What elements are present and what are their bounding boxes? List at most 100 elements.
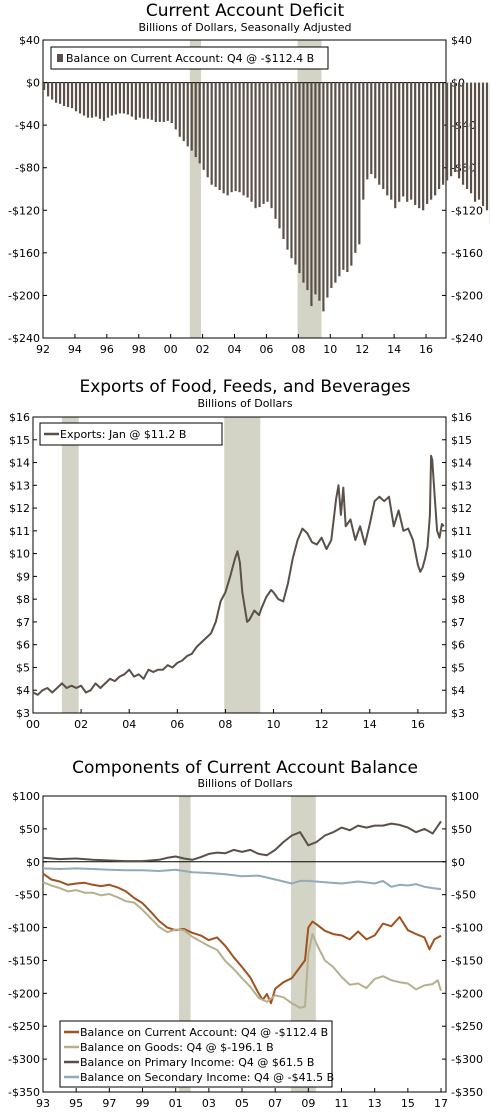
bar bbox=[378, 82, 381, 185]
bar bbox=[426, 82, 429, 204]
bar bbox=[390, 82, 393, 200]
bar bbox=[306, 82, 309, 291]
y-tick-label: -$50 bbox=[15, 889, 40, 902]
y-tick-label: $8 bbox=[16, 593, 30, 606]
bar bbox=[170, 82, 173, 124]
x-tick-label: 06 bbox=[259, 343, 273, 356]
x-tick-label: 07 bbox=[268, 1097, 282, 1110]
recession-band bbox=[189, 40, 202, 338]
legend-label: Balance on Goods: Q4 @ $-196.1 B bbox=[80, 1041, 274, 1054]
bar bbox=[106, 82, 110, 118]
bar bbox=[330, 82, 333, 288]
y-tick-label: $16 bbox=[9, 411, 30, 424]
y-tick-label: -$100 bbox=[8, 922, 40, 935]
x-tick-label: 06 bbox=[170, 718, 184, 731]
bar bbox=[50, 82, 54, 100]
x-tick-label: 08 bbox=[291, 343, 305, 356]
series-line bbox=[42, 867, 442, 891]
y-tick-label-right: $100 bbox=[451, 790, 479, 803]
bar bbox=[446, 82, 449, 181]
chart-plot: $100 $100 $50 $50 $0 $0 -$50 -$50 -$100 -$100 -$15… bbox=[8, 790, 483, 1110]
plot-frame bbox=[32, 416, 447, 714]
bar bbox=[78, 82, 82, 114]
recession-band bbox=[297, 40, 322, 338]
x-tick-label: 17 bbox=[434, 1097, 448, 1110]
bar bbox=[110, 82, 114, 116]
x-tick-label: 94 bbox=[68, 343, 82, 356]
bar bbox=[206, 82, 209, 178]
legend-label: Exports: Jan @ $11.2 B bbox=[60, 428, 186, 441]
x-tick-label: 16 bbox=[419, 343, 433, 356]
chart-plot: $16 $16 $15 $15 $14 $14 $13 $13 $12 $12 $11 $11 $10 $… bbox=[9, 411, 472, 731]
y-tick-label: -$160 bbox=[8, 247, 40, 260]
x-tick-label: 00 bbox=[26, 718, 40, 731]
y-tick-label: -$200 bbox=[8, 289, 40, 302]
legend-label: Balance on Current Account: Q4 @ -$112.4… bbox=[80, 1026, 328, 1039]
y-tick-label-right: $9 bbox=[451, 570, 465, 583]
y-tick-label-right: -$350 bbox=[451, 1086, 483, 1099]
y-tick-label-right: $16 bbox=[451, 411, 472, 424]
bar bbox=[210, 82, 213, 185]
legend-label: Balance on Secondary Income: Q4 @ -$41.5… bbox=[80, 1071, 334, 1084]
bar bbox=[298, 82, 301, 274]
bar bbox=[130, 82, 133, 117]
bar bbox=[234, 82, 237, 192]
series-line bbox=[42, 820, 442, 863]
bar bbox=[154, 82, 157, 122]
bar bbox=[118, 82, 122, 114]
y-tick-label: $12 bbox=[9, 502, 30, 515]
bar bbox=[278, 82, 281, 229]
recession-band bbox=[61, 417, 79, 713]
bar bbox=[138, 82, 141, 118]
y-tick-label: $9 bbox=[16, 570, 30, 583]
bar bbox=[302, 82, 305, 283]
bar bbox=[430, 82, 433, 200]
y-tick-label-right: $12 bbox=[451, 502, 472, 515]
bar bbox=[322, 82, 325, 312]
x-tick-label: 00 bbox=[164, 343, 178, 356]
y-tick-label: -$350 bbox=[8, 1086, 40, 1099]
chart-title: Components of Current Account Balance bbox=[72, 758, 418, 778]
series-line bbox=[42, 872, 442, 1005]
bar bbox=[338, 82, 341, 277]
chart-title: Current Account Deficit bbox=[145, 1, 345, 21]
x-tick-label: 04 bbox=[228, 343, 242, 356]
y-tick-label-right: $13 bbox=[451, 479, 472, 492]
bar bbox=[414, 82, 417, 205]
x-tick-label: 15 bbox=[401, 1097, 415, 1110]
plot-frame bbox=[42, 795, 447, 1093]
x-tick-label: 10 bbox=[323, 343, 337, 356]
x-tick-label: 04 bbox=[122, 718, 136, 731]
bar bbox=[86, 82, 90, 118]
y-tick-label: -$150 bbox=[8, 954, 40, 967]
bar bbox=[266, 82, 269, 202]
series-line bbox=[42, 881, 442, 1009]
y-tick-label-right: -$300 bbox=[451, 1053, 483, 1066]
y-tick-label-right: -$200 bbox=[451, 987, 483, 1000]
x-tick-label: 13 bbox=[368, 1097, 382, 1110]
bar bbox=[342, 82, 345, 270]
legend-box bbox=[39, 422, 223, 446]
y-tick-label-right: -$160 bbox=[451, 247, 483, 260]
y-tick-label: -$80 bbox=[15, 162, 40, 175]
bar bbox=[198, 82, 201, 164]
chart-current-account-deficit: Current Account Deficit Billions of Doll… bbox=[0, 0, 490, 356]
bar bbox=[62, 82, 66, 106]
bar bbox=[238, 82, 241, 193]
y-tick-label-right: $10 bbox=[451, 548, 472, 561]
bar bbox=[254, 82, 257, 209]
y-tick-label-right: -$250 bbox=[451, 1020, 483, 1033]
bar bbox=[226, 82, 229, 196]
x-tick-label: 01 bbox=[169, 1097, 183, 1110]
bar bbox=[46, 82, 50, 97]
y-tick-label-right: $14 bbox=[451, 457, 472, 470]
bar bbox=[370, 82, 373, 175]
bar bbox=[477, 82, 481, 200]
bar bbox=[94, 82, 98, 117]
y-tick-label-right: $4 bbox=[451, 684, 465, 697]
bar bbox=[402, 82, 405, 197]
bar bbox=[194, 82, 197, 158]
bar bbox=[262, 82, 265, 204]
bar bbox=[222, 82, 225, 194]
y-tick-label: $4 bbox=[16, 684, 30, 697]
